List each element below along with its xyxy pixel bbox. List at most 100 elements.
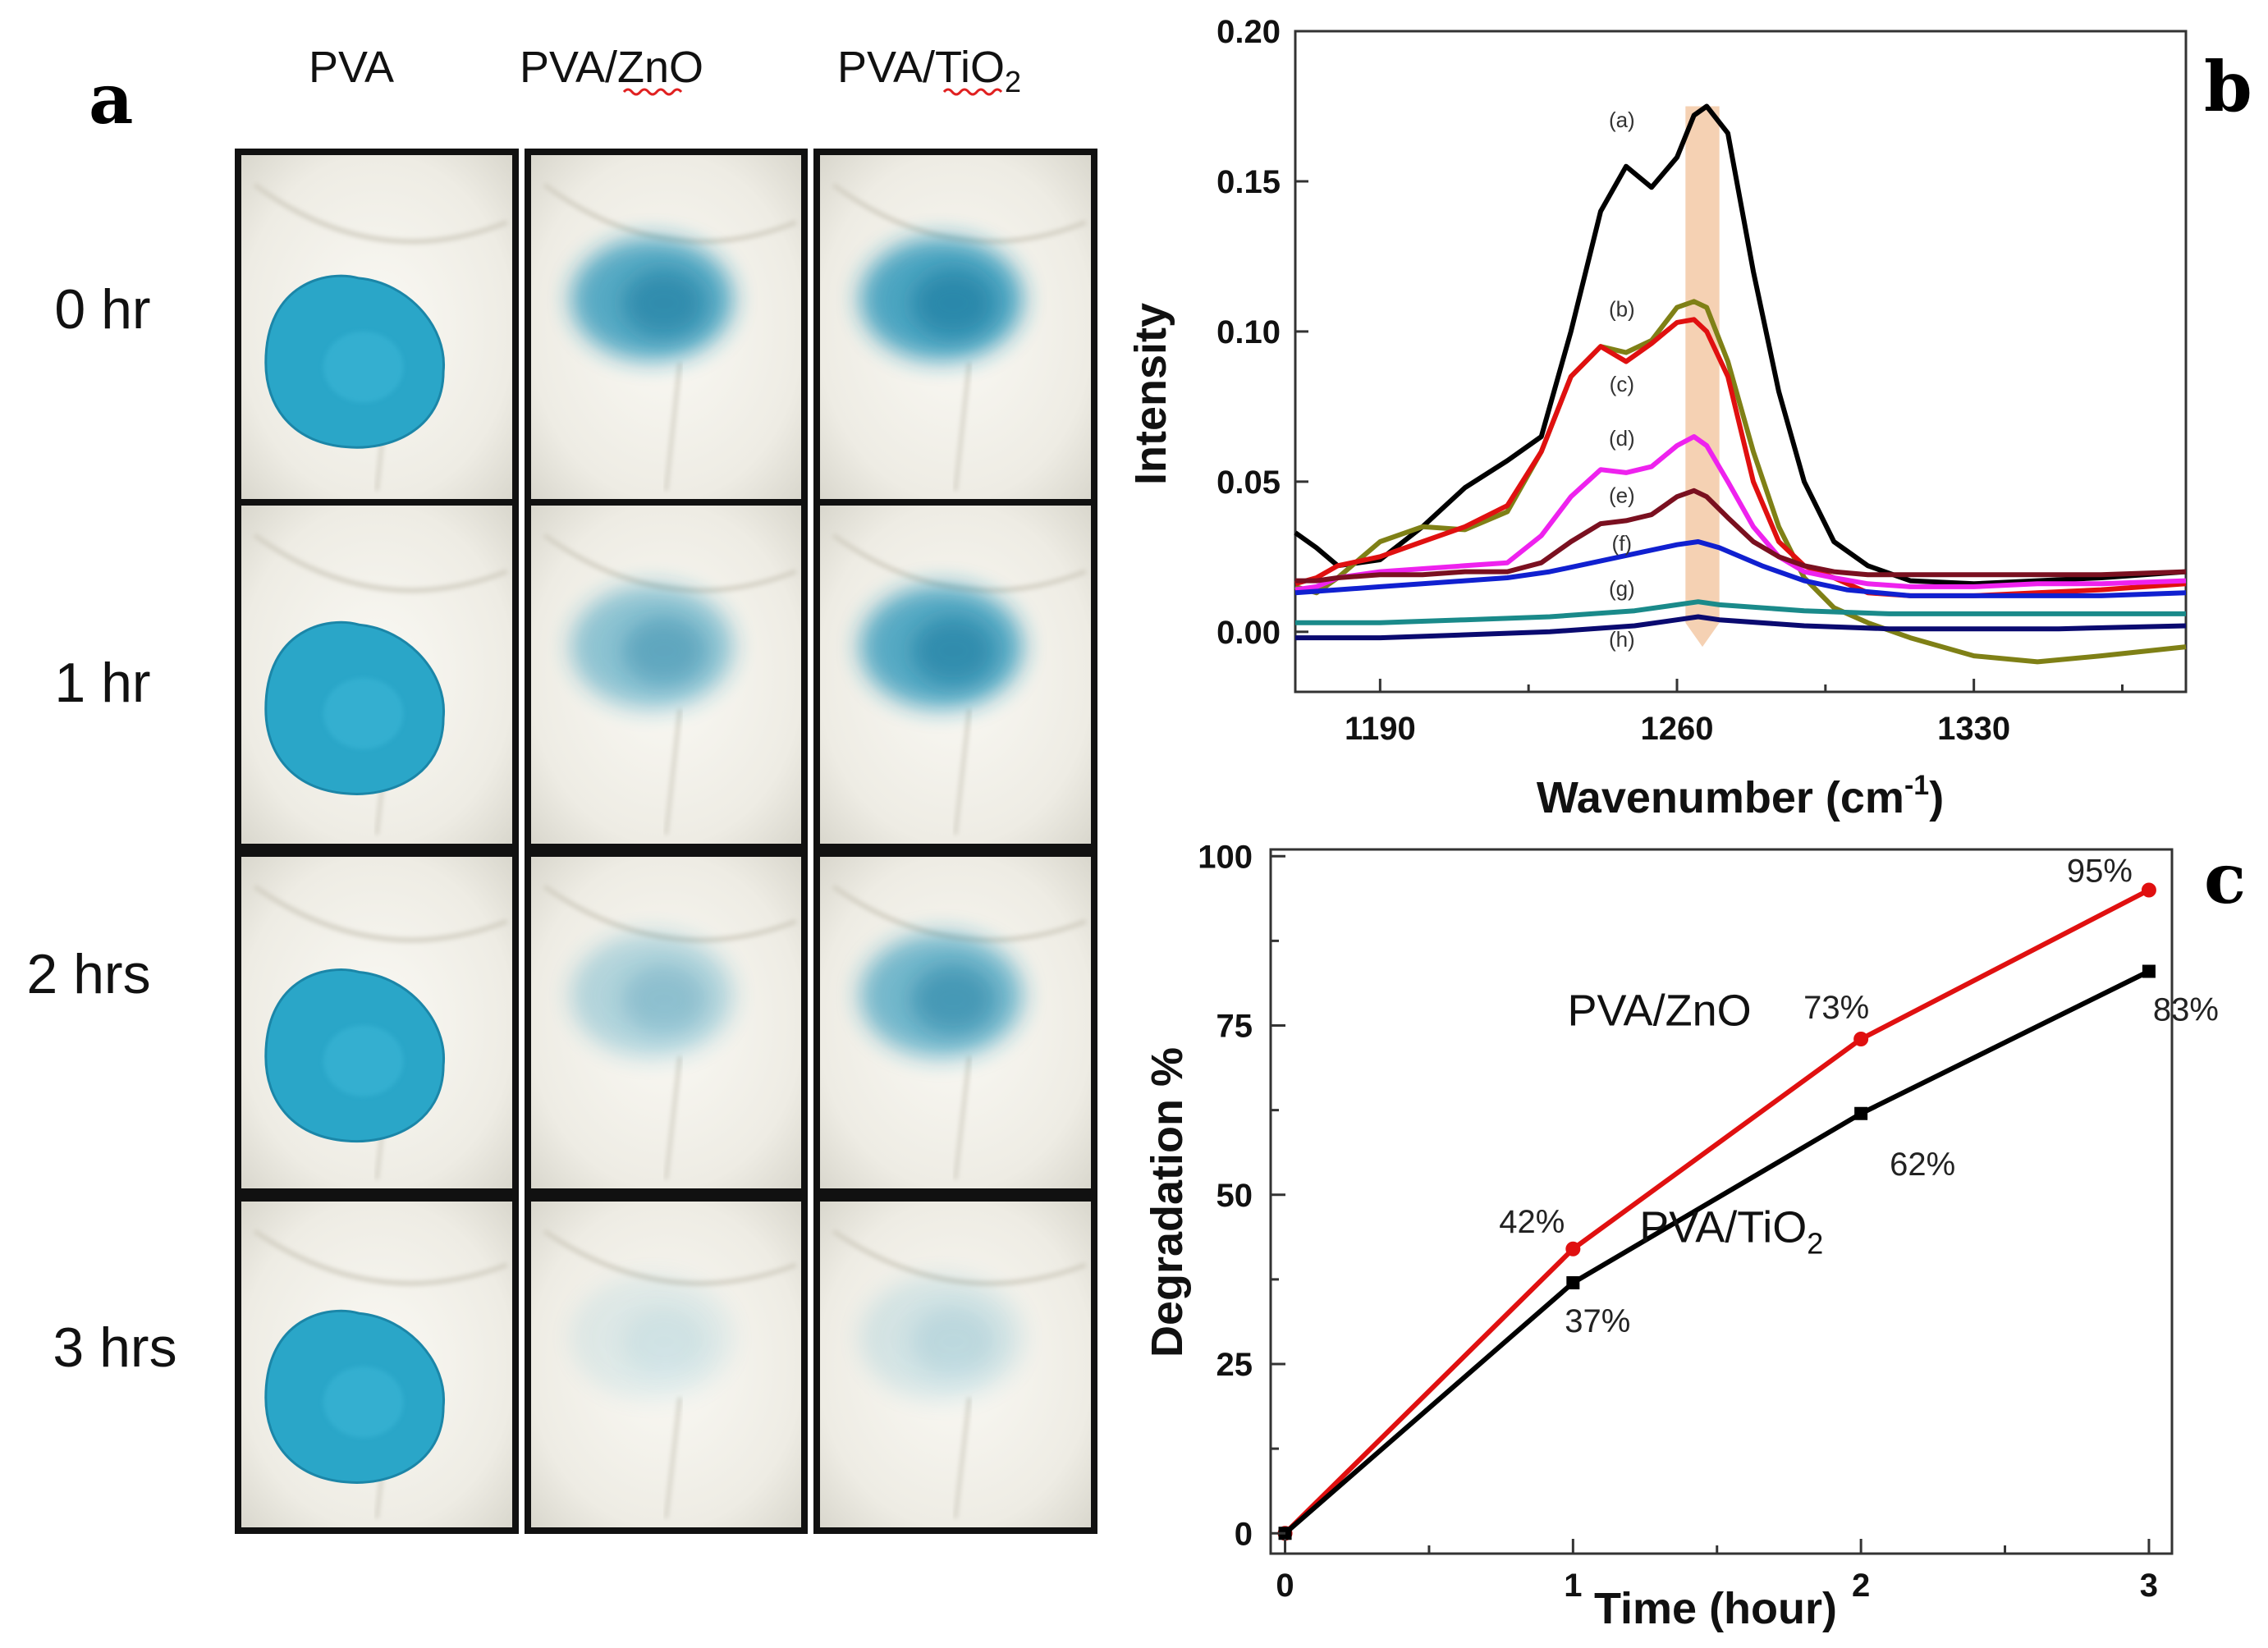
series-line-5 <box>1294 539 2187 598</box>
fabric-fold <box>253 182 509 245</box>
series-label-0: (a) <box>1609 108 1635 132</box>
panel-c-plot-frame <box>1269 848 2174 1555</box>
x-tick-label: 1190 <box>1345 711 1416 747</box>
x-tick-label: 0 <box>1276 1568 1294 1604</box>
data-label: 42% <box>1499 1204 1565 1240</box>
panel-b-highlight-band <box>1685 106 1720 648</box>
dye-spot-highlight <box>323 678 404 749</box>
series-line-7 <box>1295 614 2187 641</box>
dye-stain-core <box>910 616 997 686</box>
column-header-pva-tio2-subscript: 2 <box>1005 65 1021 98</box>
data-point <box>1566 1276 1580 1289</box>
photo-0-2 <box>813 149 1097 506</box>
series-label-3: (d) <box>1609 426 1635 451</box>
panel-b-y-axis-label: Intensity <box>1126 303 1175 485</box>
fabric-fold <box>664 708 682 835</box>
degradation-line-0 <box>1283 887 2151 1536</box>
series-line-1 <box>1294 299 2187 665</box>
y-tick-label: 0.10 <box>1216 314 1281 350</box>
x-tick-label: 2 <box>1852 1568 1870 1604</box>
data-label: 73% <box>1803 990 1869 1026</box>
y-tick-label: 50 <box>1216 1178 1253 1214</box>
photo-2-1 <box>525 850 808 1195</box>
photo-2-0 <box>235 850 519 1195</box>
dye-stain-core <box>621 964 707 1035</box>
photo-2-2 <box>813 850 1097 1195</box>
photo-0-0 <box>235 149 519 506</box>
fabric-fold <box>664 362 682 492</box>
fabric-fold <box>253 1229 509 1286</box>
panel-b-x-axis-label: Wavenumber (cm-1) <box>1537 770 1944 822</box>
row-label-2hrs: 2 hrs <box>26 943 150 1005</box>
spellcheck-underline-tio2 <box>942 88 1003 96</box>
photo-3-0 <box>235 1195 519 1534</box>
series-label-6: (g) <box>1609 576 1635 601</box>
data-point <box>1853 1032 1869 1046</box>
data-point <box>1854 1106 1868 1120</box>
photo-1-0 <box>235 499 519 850</box>
fabric-fold <box>953 1055 972 1180</box>
series-label-4: (e) <box>1609 483 1635 507</box>
dye-stain-core <box>910 268 997 339</box>
series-label-1: (b) <box>1609 297 1635 322</box>
y-tick-label: 75 <box>1216 1009 1253 1045</box>
panel-c-x-axis-label: Time (hour) <box>1594 1584 1837 1633</box>
series-label-5: (f) <box>1612 531 1633 556</box>
panel-b-ftir-chart: b (a) (b) (c) (d) (e) (f) (g) (h) 1190 1260 1330 0… <box>1126 14 2252 822</box>
row-label-0hr: 0 hr <box>54 278 150 341</box>
series-line-3 <box>1294 434 2187 593</box>
x-tick-label: 1 <box>1564 1568 1582 1604</box>
dye-spot-highlight <box>323 331 404 403</box>
y-tick-label: 0.00 <box>1216 615 1281 651</box>
series-name-1: PVA/TiO2 <box>1639 1203 1823 1261</box>
panel-a-label: a <box>89 58 133 140</box>
y-tick-label: 0.15 <box>1216 164 1281 200</box>
dye-stain-core <box>910 1307 997 1377</box>
dye-stain-core <box>621 616 707 686</box>
series-label-2: (c) <box>1610 372 1634 396</box>
data-label: 37% <box>1565 1303 1630 1339</box>
panel-b-x-axis-label-text: Wavenumber (cm <box>1537 773 1904 822</box>
panel-b-axes: 1190 1260 1330 0.00 0.05 0.10 0.15 0.20 <box>1216 14 2124 747</box>
panel-c-series: 42% 73% 95% PVA/ZnO 37% 62% 83% PVA/TiO2 <box>1277 854 2219 1541</box>
series-line-4 <box>1295 488 2187 584</box>
row-label-3hrs: 3 hrs <box>53 1316 176 1379</box>
panel-c-y-axis-label: Degradation % <box>1143 1047 1192 1357</box>
dye-stain-core <box>621 268 707 338</box>
dye-stain-core <box>910 964 997 1035</box>
x-tick-label: 3 <box>2140 1568 2158 1604</box>
panel-c-label: c <box>2204 838 2246 919</box>
x-tick-label: 1330 <box>1937 711 2010 747</box>
series-line-6 <box>1295 599 2186 625</box>
photo-grid <box>235 149 1097 1534</box>
y-tick-label: 25 <box>1216 1347 1253 1383</box>
photo-1-1 <box>525 499 808 850</box>
spellcheck-underline-zno <box>622 88 683 96</box>
data-label: 83% <box>2153 992 2219 1028</box>
data-point <box>1565 1241 1581 1257</box>
data-label: 62% <box>1890 1147 1955 1183</box>
panel-c-axes: 0 1 2 3 0 25 50 75 100 <box>1198 839 2158 1604</box>
fabric-fold <box>253 533 509 593</box>
data-point <box>2141 882 2156 898</box>
fabric-fold <box>953 1397 972 1519</box>
fabric-fold <box>953 362 972 492</box>
photo-0-1 <box>525 149 808 506</box>
y-tick-label: 100 <box>1198 839 1253 875</box>
panel-b-label: b <box>2204 46 2252 127</box>
column-header-pva-zno: PVA/ZnO <box>520 43 703 92</box>
highlight-band <box>1685 106 1720 648</box>
fabric-fold <box>664 1397 682 1519</box>
degradation-line-1 <box>1283 968 2151 1536</box>
column-header-pva-tio2: PVA/TiO2 <box>837 43 1021 98</box>
fabric-fold <box>253 884 509 943</box>
dye-spot-highlight <box>323 1366 404 1438</box>
series-line-0 <box>1294 103 2187 587</box>
fabric-fold <box>953 708 972 835</box>
row-label-1hr: 1 hr <box>54 652 150 714</box>
y-tick-label: 0 <box>1235 1516 1253 1552</box>
y-tick-label: 0.05 <box>1216 465 1281 501</box>
panel-c-degradation-chart: c 42% 73% 95% PVA/ZnO 37% 62% 83% PVA/TiO2 0 1 2 3… <box>1143 838 2246 1633</box>
series-label-7: (h) <box>1609 627 1635 652</box>
